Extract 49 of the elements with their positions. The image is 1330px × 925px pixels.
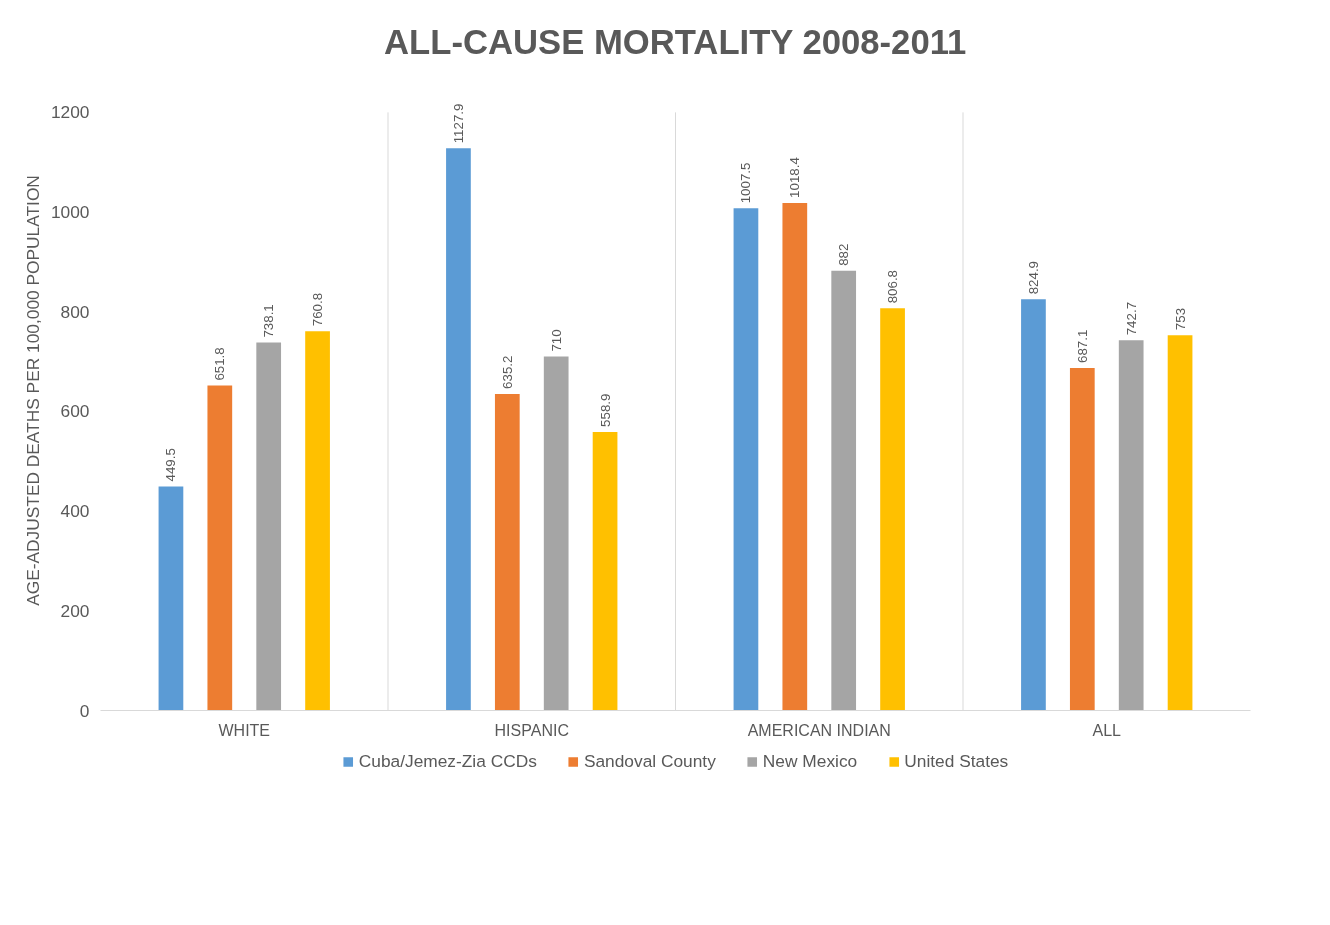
data-label: 449.5 xyxy=(163,448,179,482)
bar xyxy=(305,331,330,711)
data-label: 558.9 xyxy=(597,393,613,427)
bar xyxy=(1021,299,1046,711)
bar xyxy=(1118,340,1144,711)
y-axis-title: AGE-ADJUSTED DEATHS PER 100,000 POPULATION xyxy=(22,175,43,606)
y-tick-label: 200 xyxy=(60,600,90,621)
x-tick-label: AMERICAN INDIAN xyxy=(747,721,891,739)
y-tick-label: 1000 xyxy=(50,202,90,223)
y-tick-label: 1200 xyxy=(50,102,90,123)
data-label: 824.9 xyxy=(1025,260,1041,295)
legend-label: Sandoval County xyxy=(583,750,716,772)
data-label: 651.8 xyxy=(212,347,228,381)
data-label: 760.8 xyxy=(310,292,326,327)
y-tick-label: 0 xyxy=(79,700,90,721)
x-tick-label: ALL xyxy=(1092,721,1122,739)
bar xyxy=(446,148,471,711)
data-label: 710 xyxy=(548,329,564,352)
bar xyxy=(1167,335,1193,711)
x-tick-label: WHITE xyxy=(218,721,271,739)
data-label: 1018.4 xyxy=(787,156,803,198)
y-tick-label: 800 xyxy=(60,301,90,322)
data-label: 806.8 xyxy=(885,270,901,304)
bar xyxy=(831,270,857,711)
bar xyxy=(158,486,184,711)
y-tick-label: 400 xyxy=(60,501,90,522)
bar xyxy=(1069,368,1095,711)
bar xyxy=(592,431,618,711)
bar xyxy=(880,308,905,711)
bar xyxy=(782,202,808,711)
data-label: 1007.5 xyxy=(738,162,754,204)
chart-title: ALL-CAUSE MORTALITY 2008-2011 xyxy=(384,22,967,61)
legend-label: United States xyxy=(904,750,1009,772)
x-tick-label: HISPANIC xyxy=(494,721,569,739)
bar xyxy=(207,385,233,711)
bar xyxy=(543,356,569,711)
bar xyxy=(256,342,282,711)
legend-label: Cuba/Jemez-Zia CCDs xyxy=(358,750,537,772)
data-label: 742.7 xyxy=(1123,301,1139,336)
data-label: 753 xyxy=(1172,307,1188,331)
data-label: 687.1 xyxy=(1074,329,1090,364)
data-label: 738.1 xyxy=(261,304,277,338)
data-label: 882 xyxy=(836,243,852,266)
data-label: 635.2 xyxy=(499,355,515,389)
bar xyxy=(494,393,520,711)
legend-label: New Mexico xyxy=(762,750,858,772)
y-tick-label: 600 xyxy=(60,401,90,422)
bar xyxy=(733,208,759,711)
data-label: 1127.9 xyxy=(450,103,466,144)
